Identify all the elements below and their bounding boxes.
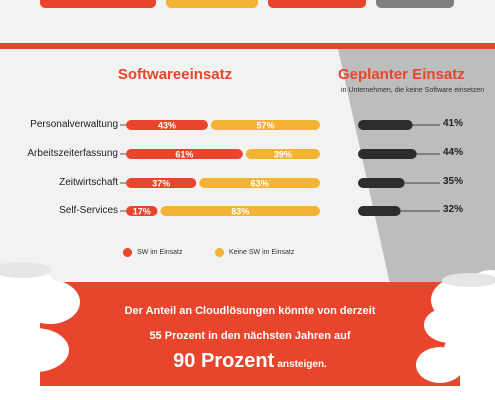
planned-value-label: 35% <box>443 176 464 187</box>
planned-bar <box>358 206 401 216</box>
bar-value-label: 61% <box>175 150 193 160</box>
top-block-4 <box>376 0 454 8</box>
legend-swatch-no-sw <box>215 248 224 257</box>
bar-no-sw <box>210 120 320 130</box>
planned-value-label: 41% <box>443 118 464 129</box>
bar-no-sw <box>160 206 320 216</box>
bar-no-sw <box>199 178 320 188</box>
bar-value-label: 39% <box>274 150 292 160</box>
top-block-3 <box>268 0 366 8</box>
bar-value-label: 43% <box>158 121 176 131</box>
banner-line-3: 90 Prozent ansteigen. <box>40 350 460 373</box>
bar-no-sw <box>245 149 320 159</box>
bar-sw <box>126 120 208 130</box>
category-label: Personalverwaltung <box>30 119 118 130</box>
top-block-1 <box>40 0 156 8</box>
section-divider <box>0 43 495 49</box>
chart-title: Softwareeinsatz <box>117 66 233 83</box>
bar-sw <box>126 149 243 159</box>
legend-label-sw: SW im Einsatz <box>137 249 183 256</box>
planned-subtitle: in Unternehmen, die keine Software einse… <box>341 87 485 94</box>
banner-rest: ansteigen. <box>277 359 327 370</box>
banner-line-2: 55 Prozent in den nächsten Jahren auf <box>149 330 351 342</box>
banner-line-1: Der Anteil an Cloudlösungen könnte von d… <box>124 305 376 317</box>
bar-value-label: 83% <box>231 207 249 217</box>
top-strip <box>0 0 495 40</box>
planned-value-label: 32% <box>443 204 464 215</box>
planned-bar <box>358 149 417 159</box>
banner-big-value: 90 Prozent <box>173 350 275 372</box>
planned-title: Geplanter Einsatz <box>338 66 465 83</box>
bar-value-label: 63% <box>251 179 269 189</box>
planned-value-label: 44% <box>443 147 464 158</box>
category-label: Zeitwirtschaft <box>59 177 118 188</box>
top-block-2 <box>166 0 258 8</box>
category-label: Self-Services <box>59 205 118 216</box>
bar-sw <box>126 206 158 216</box>
legend-swatch-sw <box>123 248 132 257</box>
bar-value-label: 17% <box>133 207 151 217</box>
planned-bar <box>358 120 413 130</box>
category-label: Arbeitszeiterfassung <box>27 148 118 159</box>
legend-label-no-sw: Keine SW im Einsatz <box>229 249 295 256</box>
planned-bar <box>358 178 405 188</box>
bar-sw <box>126 178 197 188</box>
bar-value-label: 37% <box>152 179 170 189</box>
bar-value-label: 57% <box>256 121 274 131</box>
banner <box>40 282 460 386</box>
